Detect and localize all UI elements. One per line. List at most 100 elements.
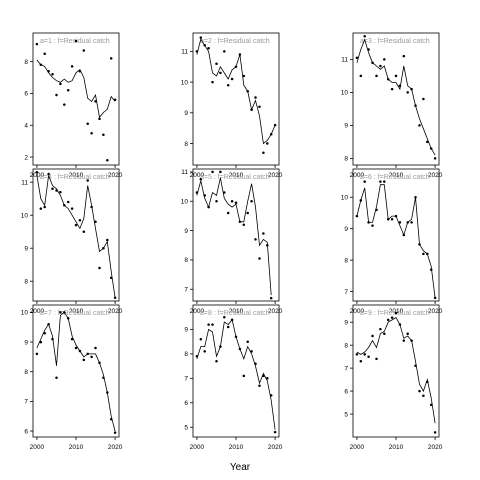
y-tick-label: 9 bbox=[344, 123, 348, 130]
data-point bbox=[433, 157, 437, 160]
x-tick-label: 2020 bbox=[428, 308, 443, 315]
data-point bbox=[398, 323, 402, 326]
data-point bbox=[55, 93, 58, 97]
data-point bbox=[94, 220, 97, 224]
y-tick-label: 10 bbox=[341, 90, 349, 97]
data-point bbox=[375, 357, 378, 361]
data-point bbox=[429, 147, 433, 150]
data-point bbox=[86, 122, 89, 125]
data-point bbox=[359, 74, 363, 78]
data-point bbox=[55, 376, 58, 379]
data-point bbox=[410, 87, 413, 91]
data-point bbox=[94, 100, 97, 103]
strip-label: a=7 : f=Residual catch bbox=[40, 310, 110, 317]
y-tick-label: 6 bbox=[24, 91, 28, 98]
data-point bbox=[359, 359, 363, 363]
data-point bbox=[207, 47, 210, 50]
strip-label: a=3 : f=Residual catch bbox=[360, 38, 430, 45]
data-point bbox=[234, 201, 238, 204]
y-tick-label: 9 bbox=[24, 339, 28, 346]
data-point bbox=[109, 417, 113, 421]
x-tick-label: 2020 bbox=[108, 308, 123, 315]
x-tick-label: 2020 bbox=[428, 172, 443, 179]
y-tick-label: 4 bbox=[24, 123, 28, 130]
data-point bbox=[390, 218, 394, 221]
data-point bbox=[234, 335, 238, 339]
data-point bbox=[262, 374, 265, 378]
data-point bbox=[250, 200, 253, 203]
data-point bbox=[410, 221, 413, 224]
data-point bbox=[195, 191, 199, 194]
data-point bbox=[426, 380, 429, 384]
data-point bbox=[242, 374, 246, 378]
data-point bbox=[207, 205, 210, 209]
data-point bbox=[63, 103, 66, 106]
panel-frame bbox=[192, 304, 280, 438]
data-point bbox=[86, 352, 89, 356]
y-tick-label: 10 bbox=[181, 79, 189, 86]
data-point bbox=[355, 353, 359, 356]
y-tick-label: 7 bbox=[344, 365, 348, 372]
fitted-line bbox=[356, 317, 436, 424]
data-point bbox=[418, 124, 421, 127]
data-point bbox=[414, 104, 417, 107]
strip-label: a=4 : f=Residual catch bbox=[40, 174, 110, 181]
data-point bbox=[383, 332, 386, 335]
y-tick-label: 8 bbox=[184, 257, 188, 264]
data-point bbox=[219, 345, 222, 348]
data-point bbox=[106, 391, 109, 394]
y-tick-label: 9 bbox=[184, 110, 188, 117]
y-tick-label: 7 bbox=[24, 399, 28, 406]
data-point bbox=[273, 430, 277, 434]
data-point bbox=[258, 384, 261, 387]
y-tick-label: 11 bbox=[181, 49, 188, 56]
data-point bbox=[429, 403, 433, 407]
x-tick-label: 2000 bbox=[190, 172, 205, 179]
y-tick-label: 9 bbox=[184, 327, 188, 334]
data-point bbox=[59, 82, 62, 86]
x-tick-label: 2000 bbox=[30, 444, 45, 451]
x-tick-label: 2000 bbox=[30, 172, 45, 179]
panel-frame bbox=[32, 168, 120, 302]
y-tick-label: 10 bbox=[341, 195, 349, 202]
data-point bbox=[211, 323, 214, 326]
data-point bbox=[113, 296, 117, 299]
data-point bbox=[223, 315, 226, 319]
fitted-line bbox=[36, 59, 116, 119]
y-tick-label: 8 bbox=[184, 141, 188, 148]
fitted-line bbox=[356, 38, 436, 156]
data-point bbox=[51, 187, 54, 191]
data-point bbox=[266, 244, 269, 247]
x-tick-label: 2020 bbox=[108, 172, 123, 179]
data-point bbox=[398, 221, 402, 224]
y-tick-label: 11 bbox=[341, 57, 348, 64]
data-point bbox=[78, 69, 82, 73]
data-point bbox=[226, 83, 230, 87]
data-point bbox=[51, 337, 54, 341]
x-tick-label: 2010 bbox=[389, 308, 404, 315]
data-point bbox=[390, 87, 394, 91]
data-point bbox=[106, 238, 109, 242]
data-point bbox=[254, 96, 257, 99]
strip-label: a=6 : f=Residual catch bbox=[360, 174, 430, 181]
data-point bbox=[363, 353, 366, 356]
y-tick-label: 8 bbox=[24, 369, 28, 376]
data-point bbox=[273, 123, 277, 127]
y-tick-label: 11 bbox=[21, 180, 28, 187]
data-point bbox=[215, 359, 218, 363]
data-point bbox=[383, 58, 386, 61]
data-point bbox=[363, 35, 366, 38]
data-point bbox=[47, 69, 50, 73]
y-tick-label: 11 bbox=[181, 169, 188, 176]
data-point bbox=[398, 84, 402, 88]
data-point bbox=[223, 50, 226, 53]
data-point bbox=[414, 364, 417, 368]
x-tick-label: 2020 bbox=[108, 444, 123, 451]
data-point bbox=[386, 77, 390, 81]
data-point bbox=[250, 108, 253, 111]
x-tick-label: 2010 bbox=[69, 172, 84, 179]
